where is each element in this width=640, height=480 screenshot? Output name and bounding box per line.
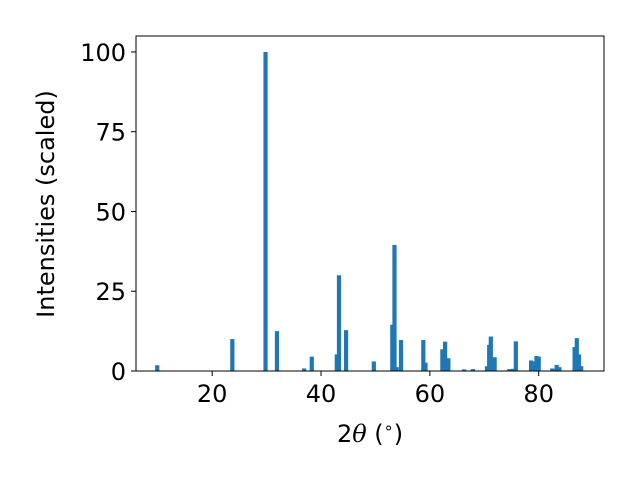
bar-peak — [263, 51, 268, 371]
bar-peak — [534, 356, 539, 371]
bar-peak — [536, 356, 541, 371]
bar-peak — [230, 339, 235, 371]
x-axis-label: 2θ (∘) — [337, 418, 403, 448]
x-tick-label: 80 — [523, 380, 554, 408]
plot-frame — [135, 35, 605, 372]
bar-peak — [394, 367, 399, 371]
bar-peak — [309, 356, 314, 371]
bar-peak — [443, 341, 448, 371]
y-tick-label: 0 — [111, 358, 126, 386]
bar-peak — [572, 347, 577, 371]
bar-peak — [484, 366, 490, 371]
bar-peak — [392, 244, 397, 371]
bar-peak — [550, 368, 555, 371]
bar-peak — [390, 324, 395, 371]
y-tick-label: 25 — [95, 278, 126, 306]
bar-peak — [579, 366, 584, 371]
y-axis-ticks: 0 25 50 75 100 — [80, 39, 136, 386]
bar-peak — [423, 362, 428, 371]
bar-peak — [274, 331, 280, 371]
bar-peak — [492, 357, 497, 371]
bar-peak — [343, 330, 349, 371]
bar-peak — [470, 369, 475, 371]
bar-peak — [554, 364, 559, 371]
bar-peak — [507, 369, 512, 371]
bar-peak — [302, 368, 307, 371]
bar-series — [155, 51, 584, 371]
bar-peak — [528, 360, 534, 371]
bar-peak — [513, 341, 518, 371]
bar-peak — [398, 340, 404, 371]
bar-peak — [557, 367, 562, 371]
bar-peak — [334, 354, 339, 371]
y-tick-label: 75 — [95, 119, 126, 147]
bar-peak — [462, 369, 467, 371]
y-tick-label: 50 — [95, 198, 126, 226]
bar-peak — [531, 361, 536, 371]
bar-peak — [574, 338, 579, 371]
bar-peak — [488, 336, 493, 371]
bar-peak — [511, 368, 516, 371]
bar-peak — [440, 349, 445, 371]
bar-peak — [336, 275, 342, 371]
bar-peak — [446, 358, 451, 371]
bar-peak — [371, 361, 376, 371]
x-tick-label: 20 — [197, 380, 228, 408]
x-tick-label: 60 — [415, 380, 446, 408]
bar-peak — [576, 354, 582, 371]
bar-peak — [155, 365, 160, 371]
y-axis-label: Intensities (scaled) — [32, 90, 60, 318]
y-tick-label: 100 — [80, 39, 126, 67]
bar-peak — [421, 340, 426, 371]
x-axis-ticks: 20 40 60 80 — [197, 371, 554, 408]
x-tick-label: 40 — [306, 380, 337, 408]
